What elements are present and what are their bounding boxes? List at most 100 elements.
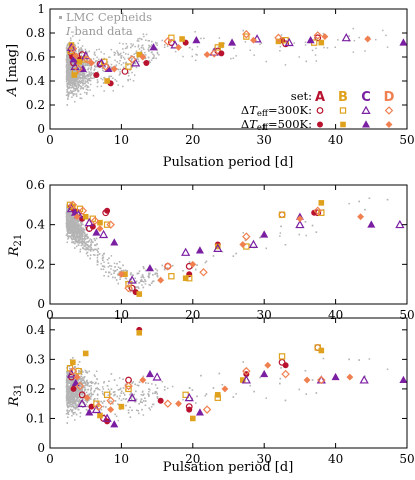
model-point-d-300: [242, 232, 251, 241]
lmc-point: [98, 253, 101, 255]
lmc-point: [311, 49, 314, 52]
lmc-point: [80, 232, 82, 234]
lmc-point: [83, 73, 86, 76]
lmc-point: [70, 384, 72, 386]
lmc-point: [386, 46, 389, 48]
model-point-b-300: [103, 221, 111, 228]
lmc-point: [101, 390, 104, 393]
lmc-point: [77, 239, 80, 241]
lmc-point: [93, 248, 95, 251]
model-point-a-500: [104, 207, 111, 214]
lmc-point: [82, 376, 84, 379]
lmc-point: [65, 75, 68, 78]
lmc-point: [84, 228, 86, 231]
lmc-point: [89, 381, 91, 384]
lmc-point: [122, 392, 125, 394]
lmc-point: [137, 384, 140, 387]
lmc-point: [108, 77, 110, 79]
lmc-point: [265, 397, 267, 399]
lmc-point: [81, 79, 83, 82]
lmc-point: [75, 233, 77, 236]
model-point-b-500: [318, 347, 325, 354]
x-tick-label: 50: [399, 133, 414, 147]
lmc-point: [89, 249, 92, 251]
lmc-point: [84, 78, 86, 80]
lmc-point: [90, 244, 92, 246]
lmc-point: [191, 389, 194, 391]
lmc-point: [135, 50, 138, 52]
lmc-point: [75, 93, 78, 95]
lmc-point: [79, 248, 82, 251]
lmc-point: [72, 392, 75, 394]
lmc-point: [70, 66, 72, 68]
lmc-point: [65, 386, 68, 388]
lmc-point: [102, 392, 104, 395]
lmc-point: [78, 80, 81, 83]
lmc-point: [117, 274, 120, 276]
lmc-point: [130, 43, 132, 45]
lmc-point: [148, 272, 150, 275]
lmc-point: [73, 232, 76, 234]
lmc-point: [81, 49, 83, 52]
lmc-point: [87, 389, 89, 391]
model-point-b-300: [125, 385, 132, 393]
lmc-point: [77, 236, 80, 238]
lmc-point: [164, 386, 166, 388]
lmc-point: [73, 398, 76, 400]
model-point-d-300: [90, 216, 100, 225]
lmc-point: [96, 79, 99, 81]
lmc-point: [70, 399, 72, 401]
lmc-point: [88, 65, 90, 67]
lmc-point: [66, 68, 68, 71]
lmc-point: [69, 227, 72, 230]
lmc-point: [235, 393, 237, 395]
lmc-point: [67, 213, 69, 216]
lmc-point: [84, 236, 86, 238]
lmc-point: [67, 61, 69, 63]
lmc-point: [72, 234, 74, 236]
lmc-point: [77, 86, 80, 89]
lmc-point: [130, 392, 132, 394]
y-tick-label: 0: [37, 441, 45, 455]
lmc-point: [86, 51, 88, 53]
lmc-point: [88, 79, 91, 82]
lmc-point: [77, 82, 80, 84]
lmc-point: [85, 75, 88, 77]
model-point-a-300: [78, 391, 86, 399]
lmc-point: [94, 65, 96, 68]
lmc-point: [110, 255, 113, 257]
y-tick-label: 0.1: [26, 411, 45, 425]
lmc-point: [66, 91, 68, 93]
lmc-point: [87, 75, 90, 77]
lmc-point: [69, 79, 71, 81]
lmc-point: [89, 76, 92, 79]
lmc-point: [76, 395, 79, 397]
lmc-point: [137, 272, 140, 275]
lmc-point: [151, 280, 154, 283]
lmc-point: [75, 85, 77, 88]
lmc-point: [149, 61, 151, 63]
lmc-point: [74, 93, 76, 95]
lmc-point: [77, 238, 79, 240]
lmc-point: [134, 277, 136, 279]
lmc-point: [92, 72, 94, 74]
model-point-b-300: [278, 211, 286, 218]
lmc-point: [90, 66, 93, 68]
lmc-point: [148, 274, 150, 276]
lmc-point: [76, 233, 79, 236]
model-point-c-300: [84, 217, 94, 227]
lmc-point: [66, 224, 68, 226]
lmc-point: [67, 81, 70, 84]
lmc-point: [85, 383, 87, 386]
y-tick-label: 1: [37, 2, 45, 16]
lmc-point: [66, 409, 69, 411]
xlabel-top: Pulsation period [d]: [163, 155, 294, 170]
lmc-point: [85, 64, 87, 66]
lmc-point: [67, 56, 69, 58]
lmc-point: [87, 241, 89, 243]
lmc-point: [98, 389, 101, 391]
model-point-d-300: [68, 44, 78, 53]
lmc-point: [84, 64, 86, 66]
lmc-point: [140, 400, 142, 402]
lmc-point: [138, 381, 141, 383]
